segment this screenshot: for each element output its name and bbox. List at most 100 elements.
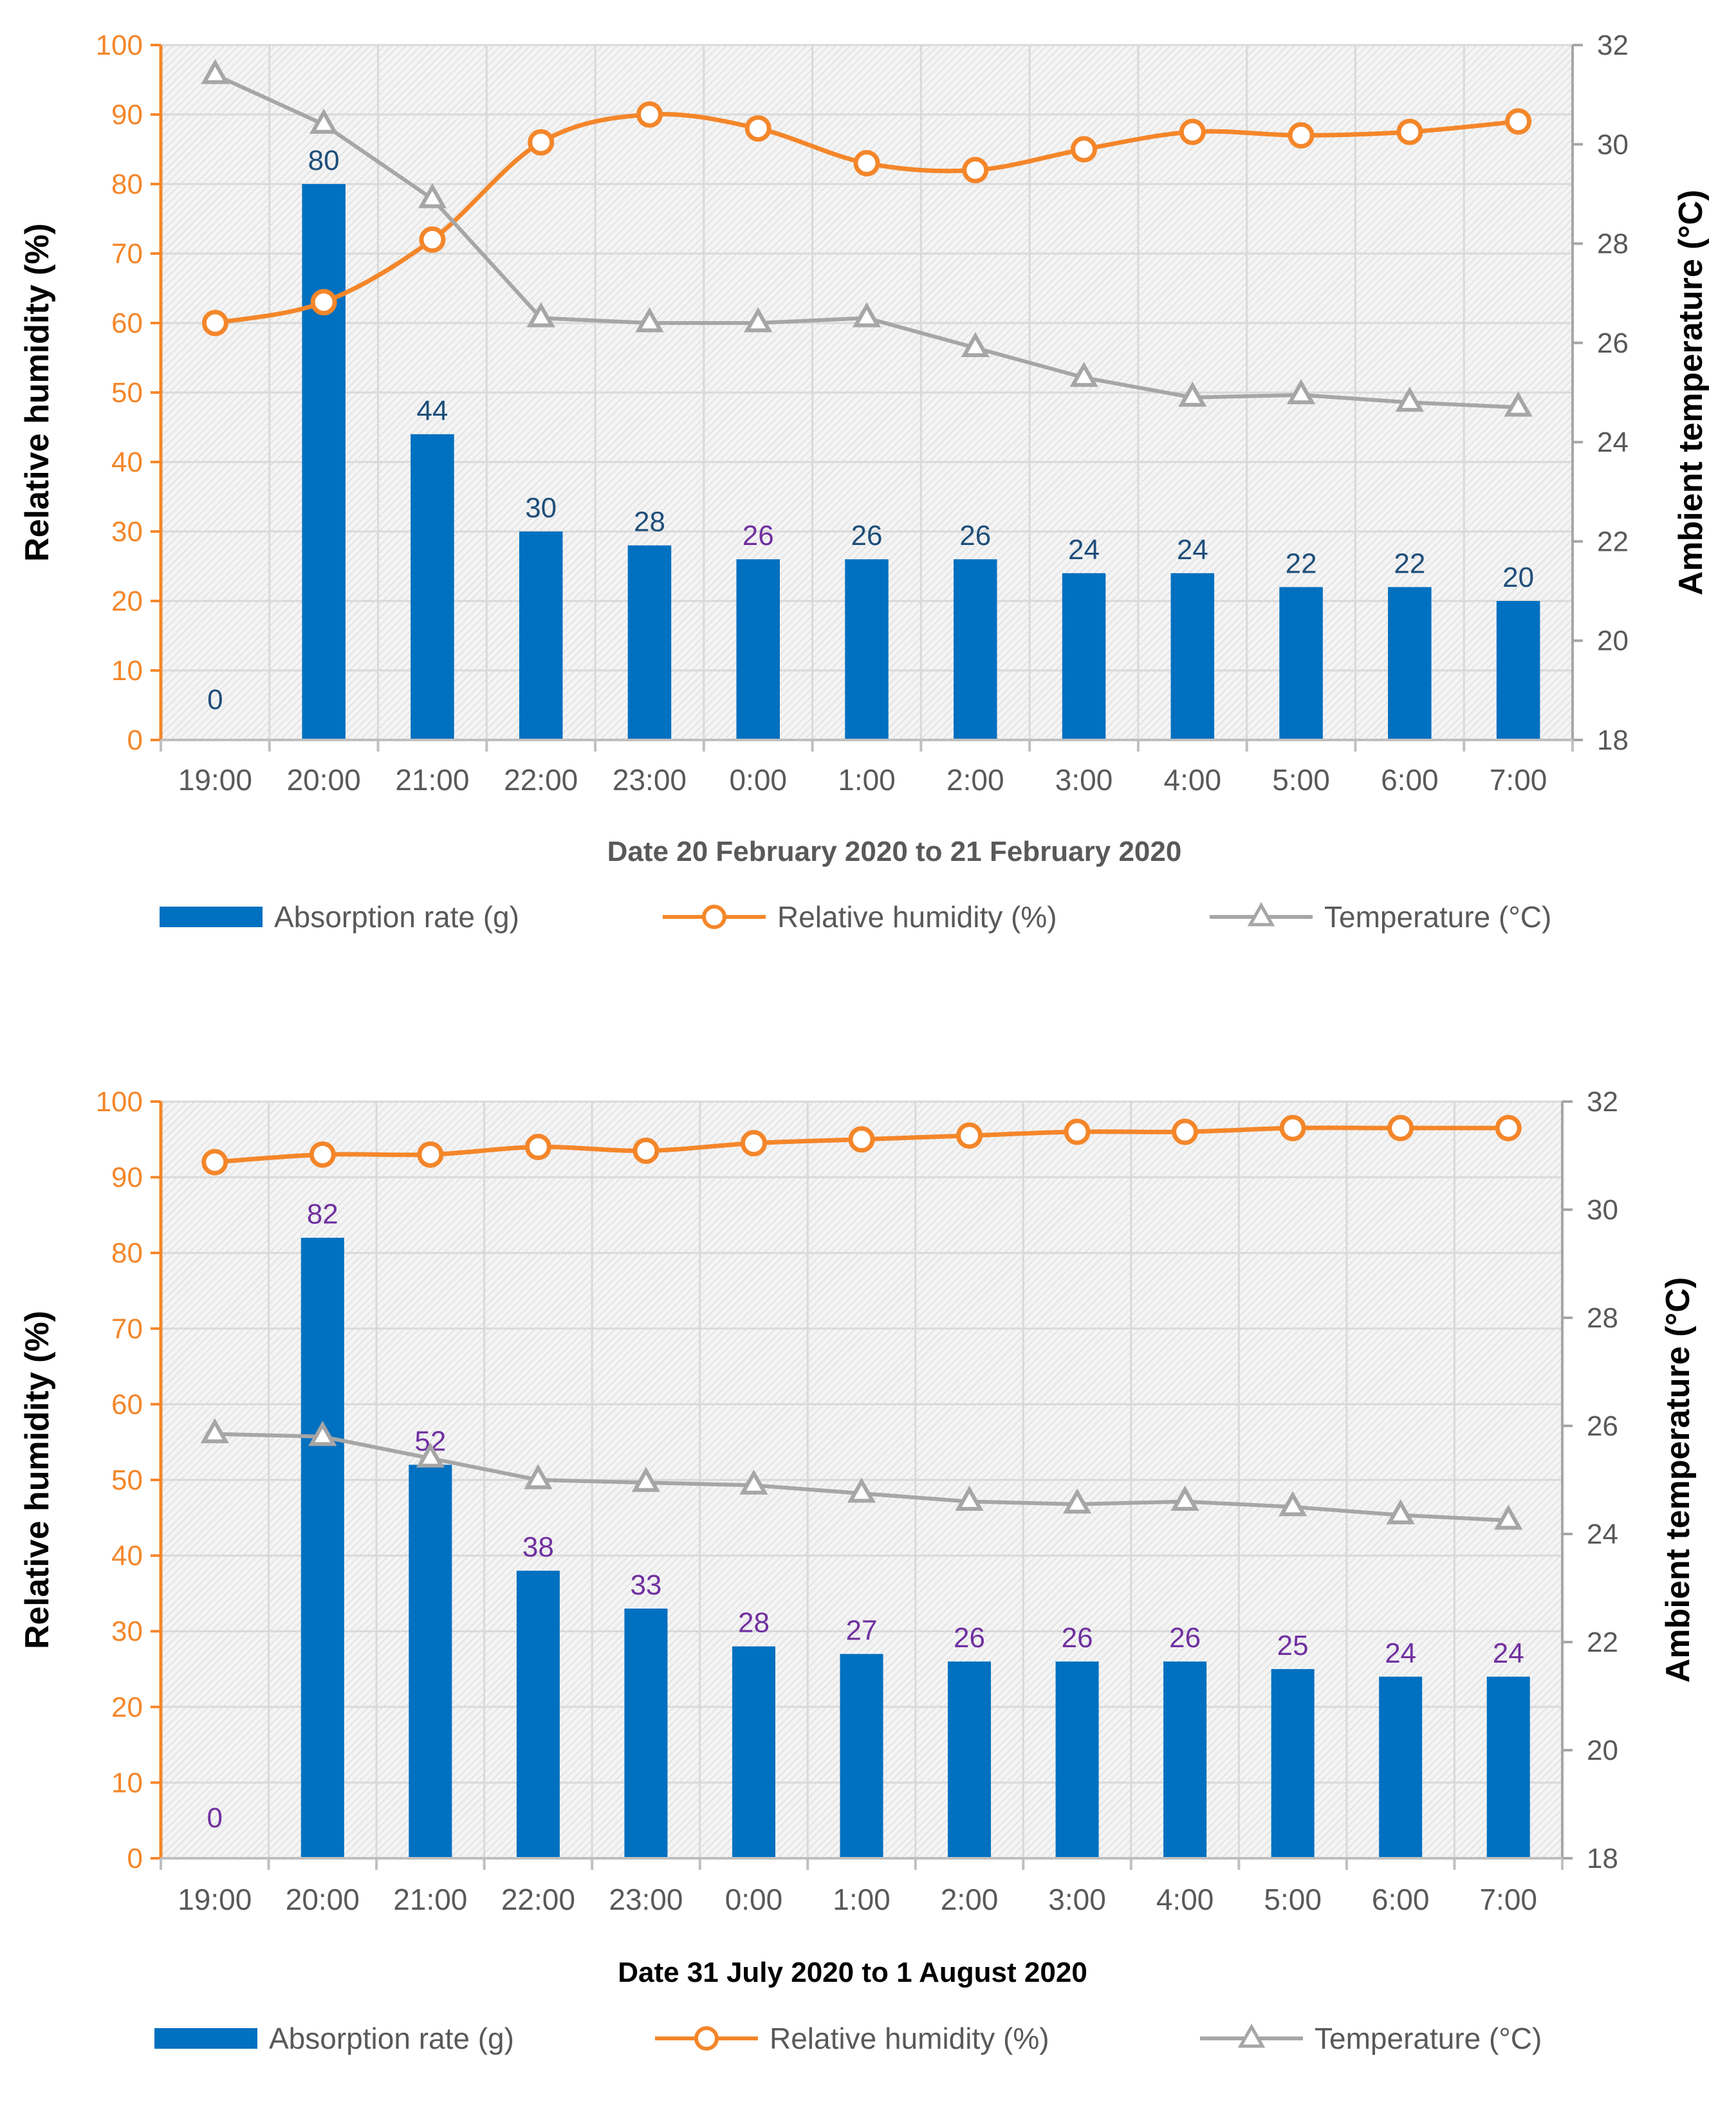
temperature-point <box>631 1466 661 1492</box>
legend-circle-marker <box>702 905 726 929</box>
temperature-point <box>739 1469 768 1495</box>
legend-label: Temperature (°C) <box>1315 2022 1542 2055</box>
right-tick-label: 24 <box>1587 1519 1618 1550</box>
left-tick-label: 30 <box>111 516 143 548</box>
humidity-point <box>1071 136 1098 163</box>
left-tick-label: 70 <box>111 1313 143 1345</box>
right-tick-label: 30 <box>1587 1194 1618 1226</box>
left-tick-label: 30 <box>111 1616 143 1647</box>
temperature-point <box>1386 1499 1415 1524</box>
left-tick-label: 90 <box>111 99 143 131</box>
temperature-point <box>200 1418 229 1443</box>
x-tick-label: 21:00 <box>393 1883 467 1916</box>
legend-triangle-marker <box>1247 901 1275 927</box>
humidity-point <box>1172 1118 1199 1145</box>
x-tick-label: 0:00 <box>725 1883 783 1916</box>
bar-data-label: 22 <box>1286 548 1317 579</box>
temperature-point <box>1395 386 1424 412</box>
legend-label: Temperature (°C) <box>1324 900 1551 934</box>
humidity-point <box>201 1149 228 1176</box>
temperature-point <box>309 108 338 134</box>
right-tick-label: 26 <box>1587 1410 1618 1442</box>
bar <box>516 1571 560 1858</box>
left-tick-label: 80 <box>111 1237 143 1269</box>
legend-label: Relative humidity (%) <box>777 900 1057 934</box>
chart-2: 0 10 20 30 40 50 60 70 80 90 100 18 20 22 24 26 28 30 32 19… <box>19 1086 1697 2055</box>
humidity-point <box>419 226 446 253</box>
x-tick-label: 23:00 <box>609 1883 683 1916</box>
x-tick-label: 5:00 <box>1272 763 1330 797</box>
temperature-point <box>847 1477 876 1503</box>
x-tick-label: 4:00 <box>1164 763 1222 797</box>
x-tick-label: 19:00 <box>178 1883 252 1916</box>
right-tick-label: 20 <box>1597 625 1629 657</box>
bar <box>732 1646 775 1858</box>
bar-data-label: 82 <box>307 1199 338 1230</box>
temperature-point <box>1062 1488 1092 1514</box>
x-tick-label: 22:00 <box>501 1883 575 1916</box>
y-axis-title: Relative humidity (%) <box>19 1311 56 1649</box>
humidity-point <box>417 1141 444 1168</box>
x-tick-label: 22:00 <box>504 763 578 797</box>
temperature-point <box>526 302 555 328</box>
left-tick-label: 20 <box>111 1692 143 1723</box>
temperature-point <box>635 307 664 333</box>
y2-axis-title: Ambient temperature (°C) <box>1672 190 1710 595</box>
humidity-point <box>1179 118 1206 145</box>
x-tick-label: 20:00 <box>286 1883 360 1916</box>
humidity-point <box>1396 118 1423 145</box>
left-tick-label: 10 <box>111 1767 143 1798</box>
humidity-point <box>740 1130 767 1157</box>
humidity-point <box>956 1122 983 1149</box>
legend-label: Absorption rate (g) <box>274 900 519 934</box>
left-tick-label: 100 <box>96 30 143 61</box>
humidity-point <box>310 289 337 316</box>
left-tick-label: 60 <box>111 308 143 339</box>
bar-data-label: 24 <box>1493 1638 1524 1669</box>
bar-data-label: 26 <box>1062 1622 1093 1654</box>
bar <box>411 434 454 740</box>
x-tick-label: 1:00 <box>838 763 896 797</box>
bar-data-label: 0 <box>207 1802 223 1834</box>
humidity-point <box>633 1137 660 1164</box>
legend-bar-swatch <box>154 2028 257 2049</box>
bar-data-label: 20 <box>1502 562 1534 593</box>
bar <box>1163 1661 1207 1858</box>
temperature-point <box>1069 362 1098 387</box>
humidity-point <box>201 309 228 337</box>
bar-data-label: 80 <box>308 145 340 176</box>
humidity-point <box>1279 1114 1306 1141</box>
humidity-point <box>848 1126 875 1153</box>
left-tick-label: 40 <box>111 1540 143 1572</box>
left-tick-label: 70 <box>111 238 143 270</box>
temperature-point <box>1178 382 1207 407</box>
left-tick-label: 60 <box>111 1389 143 1420</box>
temperature-point <box>1279 1491 1307 1517</box>
bar <box>1486 1676 1530 1858</box>
temperature-point <box>955 1485 984 1511</box>
temperature-point <box>1170 1485 1199 1511</box>
chart-1: 0 10 20 30 40 50 60 70 80 90 100 18 20 22 24 26 28 30 32 19… <box>19 30 1710 934</box>
bar-data-label: 27 <box>846 1614 878 1646</box>
bar <box>1055 1661 1099 1858</box>
y2-axis-title: Ambient temperature (°C) <box>1659 1277 1697 1683</box>
bar <box>300 1237 344 1858</box>
bar-data-label: 26 <box>851 520 883 551</box>
x-tick-label: 2:00 <box>946 763 1004 797</box>
x-tick-label: 3:00 <box>1055 763 1113 797</box>
bar-data-label: 24 <box>1385 1638 1416 1669</box>
temperature-point <box>744 307 773 333</box>
humidity-point <box>1387 1114 1414 1141</box>
left-tick-label: 20 <box>111 586 143 617</box>
left-tick-label: 100 <box>96 1086 143 1118</box>
x-tick-label: 1:00 <box>833 1883 891 1916</box>
right-tick-label: 18 <box>1597 725 1629 756</box>
x-tick-label: 4:00 <box>1156 1883 1214 1916</box>
temperature-point <box>524 1464 553 1490</box>
right-tick-label: 22 <box>1587 1627 1618 1658</box>
bar <box>519 531 563 740</box>
temperature-point <box>852 302 882 328</box>
bar-data-label: 28 <box>738 1607 770 1639</box>
x-tick-label: 20:00 <box>287 763 361 797</box>
humidity-point <box>1495 1114 1522 1141</box>
